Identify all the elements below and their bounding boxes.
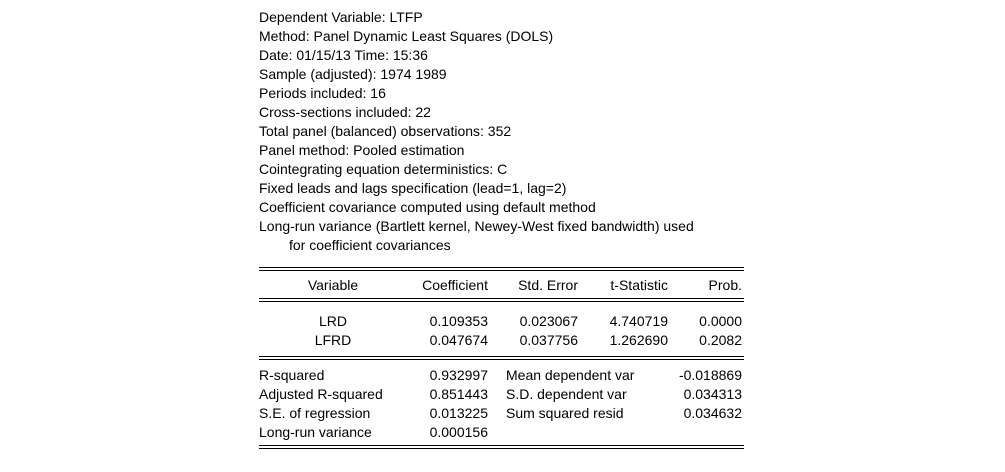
prob-value: 0.2082 <box>699 332 742 348</box>
header-date-time: Date: 01/15/13 Time: 15:36 <box>259 47 428 63</box>
table-row: LRD 0.109353 0.023067 4.740719 0.0000 <box>259 312 744 331</box>
table-header-row: Variable Coefficient Std. Error t-Statis… <box>259 276 744 295</box>
dols-output-panel: Dependent Variable: LTFP Method: Panel D… <box>259 8 744 451</box>
coefficient-value: 0.109353 <box>429 313 488 329</box>
stat-value: 0.034632 <box>683 405 742 421</box>
header-long-run-variance-continued: for coefficient covariances <box>289 237 451 253</box>
table-top-rule <box>259 267 744 273</box>
column-header-std-error: Std. Error <box>518 277 578 293</box>
header-sample: Sample (adjusted): 1974 1989 <box>259 66 447 82</box>
stat-value: 0.034313 <box>683 386 742 402</box>
std-error-value: 0.037756 <box>519 332 578 348</box>
column-header-t-statistic: t-Statistic <box>610 277 668 293</box>
stat-value: 0.000156 <box>429 424 488 440</box>
std-error-value: 0.023067 <box>519 313 578 329</box>
header-periods: Periods included: 16 <box>259 85 386 101</box>
stat-value: 0.932997 <box>429 367 488 383</box>
column-header-coefficient: Coefficient <box>422 277 488 293</box>
header-panel-method: Panel method: Pooled estimation <box>259 142 465 158</box>
stats-row: S.E. of regression 0.013225 Sum squared … <box>259 404 744 423</box>
t-statistic-value: 1.262690 <box>609 332 668 348</box>
estimation-header: Dependent Variable: LTFP Method: Panel D… <box>259 8 744 255</box>
header-leads-lags: Fixed leads and lags specification (lead… <box>259 180 567 196</box>
table-bottom-rule <box>259 445 744 451</box>
t-statistic-value: 4.740719 <box>609 313 668 329</box>
stat-label: S.D. dependent var <box>506 386 627 402</box>
header-covariance-method: Coefficient covariance computed using de… <box>259 199 596 215</box>
table-row: LFRD 0.047674 0.037756 1.262690 0.2082 <box>259 331 744 350</box>
stat-value: 0.013225 <box>429 405 488 421</box>
stat-label: S.E. of regression <box>259 405 371 421</box>
stats-row: R-squared 0.932997 Mean dependent var -0… <box>259 366 744 385</box>
coefficient-value: 0.047674 <box>429 332 488 348</box>
header-deterministics: Cointegrating equation deterministics: C <box>259 161 508 177</box>
prob-value: 0.0000 <box>699 313 742 329</box>
column-header-variable: Variable <box>307 277 359 293</box>
stats-separator-rule <box>259 356 744 362</box>
header-cross-sections: Cross-sections included: 22 <box>259 104 431 120</box>
stat-label: Sum squared resid <box>506 405 624 421</box>
table-header-rule <box>259 298 744 304</box>
stat-value: -0.018869 <box>678 367 742 383</box>
column-header-prob: Prob. <box>708 277 742 293</box>
header-long-run-variance: Long-run variance (Bartlett kernel, Newe… <box>259 218 694 234</box>
header-observations: Total panel (balanced) observations: 352 <box>259 123 512 139</box>
header-method: Method: Panel Dynamic Least Squares (DOL… <box>259 28 554 44</box>
stats-row: Adjusted R-squared 0.851443 S.D. depende… <box>259 385 744 404</box>
stats-row: Long-run variance 0.000156 <box>259 423 744 442</box>
stat-value: 0.851443 <box>429 386 488 402</box>
stat-label: Mean dependent var <box>506 367 635 383</box>
stat-label: R-squared <box>259 367 325 383</box>
header-dependent-variable: Dependent Variable: LTFP <box>259 9 423 25</box>
stat-label: Long-run variance <box>259 424 372 440</box>
variable-name: LFRD <box>314 332 352 348</box>
stat-label: Adjusted R-squared <box>259 386 383 402</box>
variable-name: LRD <box>318 313 347 329</box>
